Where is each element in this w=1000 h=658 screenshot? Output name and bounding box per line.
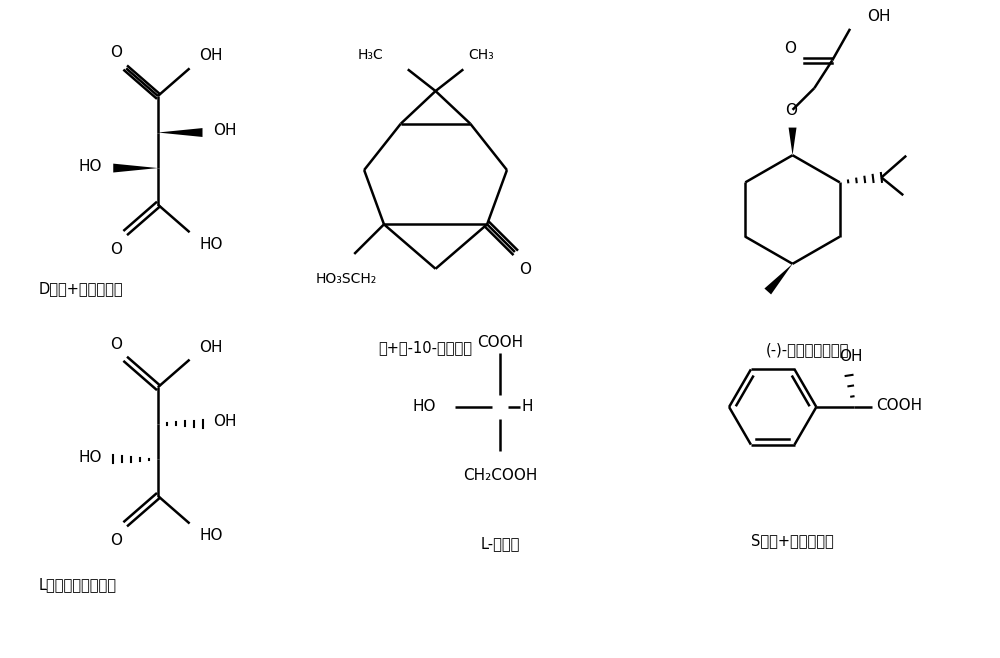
Polygon shape [113, 164, 158, 172]
Polygon shape [158, 128, 203, 137]
Text: OH: OH [200, 49, 223, 63]
Text: HO: HO [200, 528, 223, 544]
Text: O: O [110, 337, 122, 352]
Text: H₃C: H₃C [357, 49, 383, 63]
Text: L-苹果酸: L-苹果酸 [480, 536, 520, 551]
Text: D－（+）－酒石酸: D－（+）－酒石酸 [39, 281, 124, 296]
Text: O: O [785, 41, 797, 55]
Text: COOH: COOH [477, 335, 523, 350]
Text: OH: OH [867, 9, 890, 24]
Text: O: O [110, 242, 122, 257]
Text: OH: OH [213, 415, 237, 429]
Polygon shape [764, 264, 793, 294]
Text: O: O [519, 262, 531, 277]
Text: CH₃: CH₃ [468, 49, 494, 63]
Text: O: O [110, 45, 122, 61]
Polygon shape [789, 128, 797, 155]
Text: L－（－）－酒石酸: L－（－）－酒石酸 [39, 577, 117, 592]
Text: OH: OH [200, 340, 223, 355]
Text: HO: HO [79, 450, 102, 465]
Text: (-)-薄荷氧基乙酸。: (-)-薄荷氧基乙酸。 [766, 342, 849, 357]
Text: HO: HO [79, 159, 102, 174]
Text: HO₃SCH₂: HO₃SCH₂ [316, 272, 377, 286]
Text: O: O [786, 103, 798, 118]
Text: HO: HO [412, 399, 436, 415]
Text: COOH: COOH [876, 397, 922, 413]
Text: CH₂COOH: CH₂COOH [463, 468, 537, 483]
Text: OH: OH [839, 349, 863, 364]
Text: （+）-10-樟脑磺酸: （+）-10-樟脑磺酸 [379, 340, 473, 355]
Text: H: H [522, 399, 533, 415]
Text: OH: OH [213, 123, 237, 138]
Text: O: O [110, 534, 122, 548]
Text: S－（+）－扁桃酸: S－（+）－扁桃酸 [751, 533, 834, 548]
Text: HO: HO [200, 237, 223, 252]
